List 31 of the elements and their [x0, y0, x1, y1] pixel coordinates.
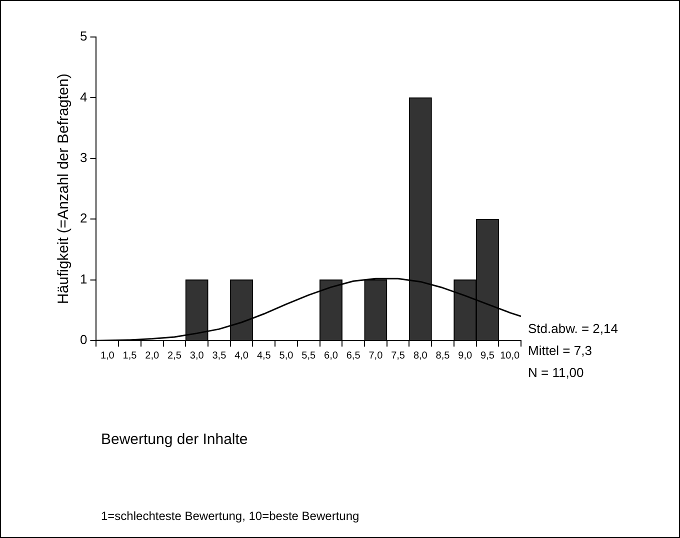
y-tick-label: 0 — [80, 332, 88, 348]
x-tick-label: 2,5 — [168, 350, 182, 362]
x-tick-label: 1,5 — [122, 350, 138, 362]
y-tick-label: 5 — [80, 28, 88, 44]
x-tick-label: 7,5 — [391, 350, 406, 362]
x-tick-label: 9,0 — [458, 350, 472, 362]
x-tick-label: 4,0 — [234, 350, 249, 362]
x-tick-label: 1,0 — [100, 350, 115, 362]
x-axis-title: Bewertung der Inhalte — [101, 431, 248, 448]
text: 1=schlechteste Bewertung, 10=beste Bewertung — [101, 509, 360, 523]
y-tick-label: 4 — [80, 89, 88, 104]
x-tick-label: 10,0 — [500, 350, 520, 362]
y-tick-label: 2 — [80, 210, 88, 226]
x-tick-label: 4,5 — [256, 350, 272, 362]
x-tick-label: 3,5 — [212, 350, 227, 362]
x-tick-label: 6,0 — [324, 350, 338, 362]
x-tick-label: 5,0 — [279, 350, 294, 362]
x-tick-label: 7,0 — [368, 350, 384, 362]
x-tick-label: 8,5 — [436, 350, 450, 362]
x-tick-label: 8,0 — [413, 350, 428, 362]
text: Mittel = 7,3 — [528, 343, 592, 358]
y-tick-label: 1 — [80, 271, 88, 286]
text: Std.abw. = 2,14 — [528, 321, 618, 336]
y-axis-title: Häufigkeit (=Anzahl der Befragten) — [55, 74, 72, 304]
x-tick-label: 2,0 — [145, 350, 160, 362]
x-tick-label: 3,0 — [190, 350, 204, 362]
x-tick-label: 5,5 — [302, 350, 316, 362]
x-tick-label: 9,5 — [480, 350, 495, 362]
y-tick-label: 3 — [80, 150, 88, 166]
x-tick-label: 6,5 — [346, 350, 361, 362]
text: N = 11,00 — [528, 365, 584, 380]
